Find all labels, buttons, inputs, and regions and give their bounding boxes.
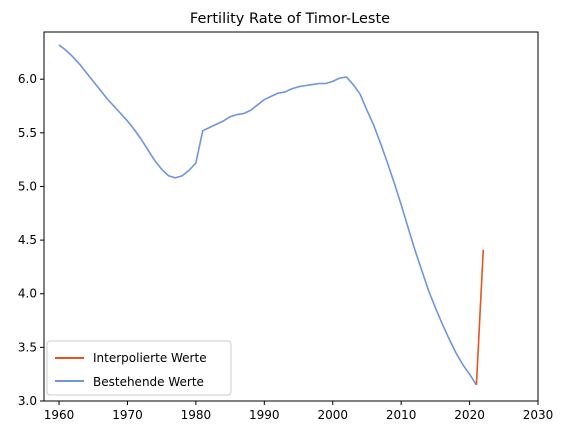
series-line-interpolated [475, 249, 485, 385]
x-tick-label: 1970 [112, 408, 143, 422]
y-axis: 3.0 3.5 4.0 4.5 5.0 5.5 6.0 [18, 72, 44, 408]
legend: Interpolierte Werte Bestehende Werte [46, 340, 232, 396]
plot-area [43, 31, 539, 402]
x-tick-label: 2030 [523, 408, 554, 422]
x-axis: 1960 1970 1980 1990 2000 2010 2020 2030 [44, 401, 553, 422]
chart-title: Fertility Rate of Timor-Leste [190, 11, 390, 27]
y-tick-label: 5.5 [18, 126, 37, 140]
y-tick-label: 4.5 [18, 233, 37, 247]
y-tick-label: 4.0 [18, 287, 37, 301]
legend-label-interpolated: Interpolierte Werte [93, 351, 207, 365]
x-tick-label: 1980 [181, 408, 212, 422]
legend-box [46, 340, 232, 396]
series-line-existing [58, 44, 478, 386]
y-tick-label: 6.0 [18, 72, 37, 86]
x-tick-label: 1960 [44, 408, 75, 422]
plot-frame [43, 31, 539, 402]
legend-label-existing: Bestehende Werte [93, 375, 204, 389]
x-tick-label: 2020 [454, 408, 485, 422]
x-tick-label: 1990 [249, 408, 280, 422]
x-tick-label: 2010 [386, 408, 417, 422]
series-layer [58, 44, 485, 386]
y-tick-label: 5.0 [18, 179, 37, 193]
y-tick-label: 3.0 [18, 394, 37, 408]
x-tick-label: 2000 [317, 408, 348, 422]
y-tick-label: 3.5 [18, 340, 37, 354]
